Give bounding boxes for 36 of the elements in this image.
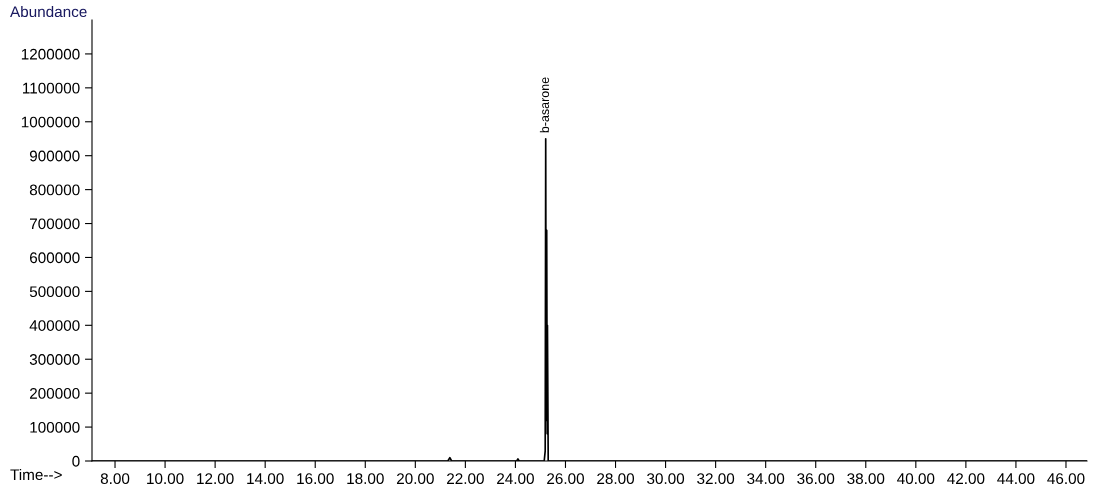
- x-axis-title: Time-->: [10, 468, 62, 481]
- y-tick-label: 800000: [29, 184, 80, 196]
- x-tick-label: 26.00: [547, 473, 584, 485]
- y-tick-label: 0: [72, 455, 80, 467]
- x-tick-label: 36.00: [797, 473, 835, 485]
- x-tick-label: 30.00: [647, 473, 685, 485]
- x-tick-label: 12.00: [197, 473, 234, 485]
- x-tick-label: 14.00: [247, 473, 284, 485]
- y-tick-label: 700000: [30, 218, 80, 230]
- y-tick-label: 300000: [29, 354, 80, 365]
- x-tick-label: 18.00: [347, 473, 384, 485]
- y-tick-label: 200000: [29, 388, 80, 399]
- x-tick-label: 34.00: [747, 473, 785, 485]
- x-tick-label: 10.00: [147, 473, 184, 485]
- y-tick-label: 1000000: [21, 116, 80, 128]
- x-tick-label: 46.00: [1047, 473, 1085, 485]
- x-tick-label: 44.00: [997, 473, 1035, 485]
- x-tick-label: 24.00: [497, 473, 534, 485]
- x-tick-label: 8.00: [100, 473, 130, 485]
- y-axis-title: Abundance: [10, 5, 87, 18]
- x-tick-label: 22.00: [447, 473, 484, 485]
- x-tick-label: 42.00: [947, 473, 985, 485]
- x-tick-label: 28.00: [597, 473, 635, 485]
- x-tick-label: 32.00: [697, 473, 735, 485]
- annotation: b-asarone: [539, 77, 550, 133]
- y-tick-label: 1100000: [23, 82, 80, 94]
- y-tick-label: 100000: [30, 421, 80, 433]
- y-tick-label: 500000: [29, 286, 80, 298]
- y-tick-label: 400000: [29, 320, 80, 331]
- y-tick-label: 900000: [29, 150, 80, 162]
- x-tick-label: 38.00: [847, 473, 885, 485]
- y-tick-label: 1200000: [21, 48, 80, 60]
- x-tick-label: 40.00: [897, 473, 935, 485]
- x-tick-label: 20.00: [396, 473, 434, 485]
- x-tick-label: 16.00: [297, 473, 334, 485]
- y-tick-label: 600000: [30, 252, 80, 264]
